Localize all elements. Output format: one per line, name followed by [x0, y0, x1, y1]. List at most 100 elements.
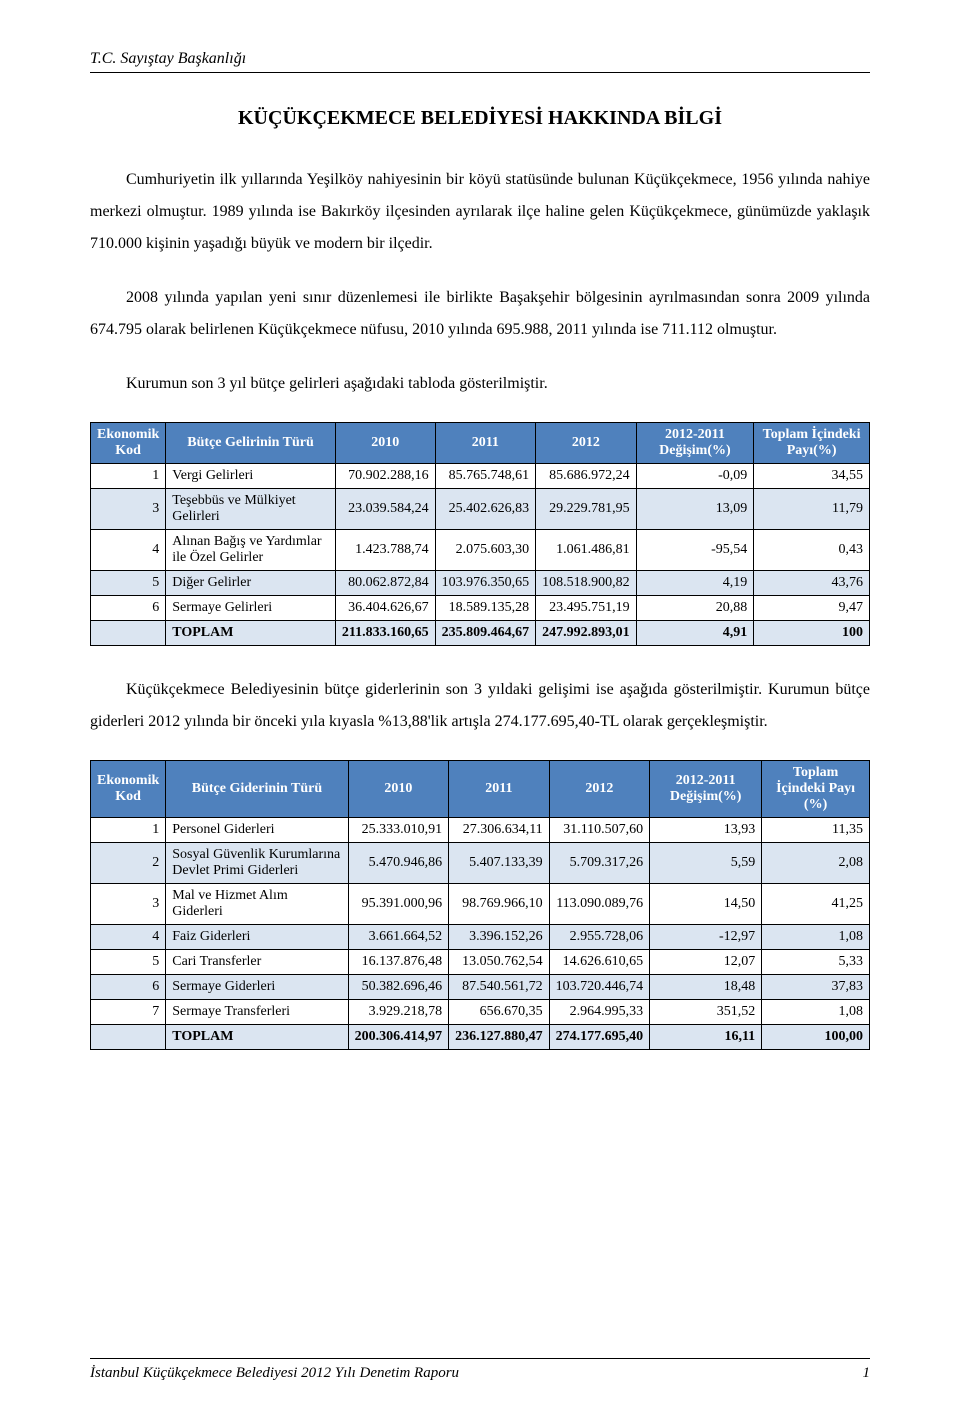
- cell-share: 11,35: [762, 818, 870, 843]
- paragraph-3: Kurumun son 3 yıl bütçe gelirleri aşağıd…: [90, 368, 870, 400]
- cell-label: Sermaye Gelirleri: [166, 596, 336, 621]
- cell-share: 37,83: [762, 975, 870, 1000]
- cell-2011: 103.976.350,65: [435, 571, 536, 596]
- table-total-row: TOPLAM200.306.414,97236.127.880,47274.17…: [91, 1025, 870, 1050]
- cell-2011: 25.402.626,83: [435, 489, 536, 530]
- cell-2011: 2.075.603,30: [435, 530, 536, 571]
- cell-share: 43,76: [754, 571, 870, 596]
- cell-kod: 5: [91, 571, 166, 596]
- cell-label: Personel Giderleri: [166, 818, 348, 843]
- col-2011: 2011: [449, 761, 550, 818]
- cell-2012: 113.090.089,76: [549, 884, 650, 925]
- table-row: 6Sermaye Giderleri50.382.696,4687.540.56…: [91, 975, 870, 1000]
- cell-kod: 3: [91, 489, 166, 530]
- footer-text: İstanbul Küçükçekmece Belediyesi 2012 Yı…: [90, 1365, 459, 1382]
- cell-2012: 2.955.728,06: [549, 925, 650, 950]
- cell-2010: 95.391.000,96: [348, 884, 449, 925]
- cell-change: 351,52: [650, 1000, 762, 1025]
- table-row: 3Teşebbüs ve Mülkiyet Gelirleri23.039.58…: [91, 489, 870, 530]
- cell-2010: 80.062.872,84: [335, 571, 435, 596]
- cell-share: 100: [754, 621, 870, 646]
- cell-2010: 1.423.788,74: [335, 530, 435, 571]
- cell-kod: 3: [91, 884, 166, 925]
- cell-label: Cari Transferler: [166, 950, 348, 975]
- cell-2012: 103.720.446,74: [549, 975, 650, 1000]
- cell-kod: 1: [91, 818, 166, 843]
- revenue-table: Ekonomik Kod Bütçe Gelirinin Türü 2010 2…: [90, 422, 870, 646]
- cell-2010: 70.902.288,16: [335, 464, 435, 489]
- cell-2011: 98.769.966,10: [449, 884, 550, 925]
- table-row: 5Diğer Gelirler80.062.872,84103.976.350,…: [91, 571, 870, 596]
- table-row: 1Vergi Gelirleri70.902.288,1685.765.748,…: [91, 464, 870, 489]
- cell-share: 11,79: [754, 489, 870, 530]
- cell-share: 1,08: [762, 925, 870, 950]
- cell-share: 0,43: [754, 530, 870, 571]
- cell-2012: 31.110.507,60: [549, 818, 650, 843]
- cell-kod: [91, 1025, 166, 1050]
- cell-label: Teşebbüs ve Mülkiyet Gelirleri: [166, 489, 336, 530]
- cell-change: 4,19: [636, 571, 754, 596]
- cell-share: 5,33: [762, 950, 870, 975]
- cell-change: 13,09: [636, 489, 754, 530]
- cell-2010: 3.929.218,78: [348, 1000, 449, 1025]
- cell-kod: 1: [91, 464, 166, 489]
- cell-2012: 2.964.995,33: [549, 1000, 650, 1025]
- table-row: 1Personel Giderleri25.333.010,9127.306.6…: [91, 818, 870, 843]
- cell-label: Sermaye Giderleri: [166, 975, 348, 1000]
- cell-kod: 4: [91, 925, 166, 950]
- cell-2010: 16.137.876,48: [348, 950, 449, 975]
- cell-2010: 3.661.664,52: [348, 925, 449, 950]
- cell-2012: 108.518.900,82: [536, 571, 637, 596]
- cell-label: Sosyal Güvenlik Kurumlarına Devlet Primi…: [166, 843, 348, 884]
- col-2011: 2011: [435, 423, 536, 464]
- col-kod: Ekonomik Kod: [91, 761, 166, 818]
- cell-share: 41,25: [762, 884, 870, 925]
- cell-2010: 50.382.696,46: [348, 975, 449, 1000]
- revenue-table-body: 1Vergi Gelirleri70.902.288,1685.765.748,…: [91, 464, 870, 646]
- cell-kod: 6: [91, 596, 166, 621]
- col-type: Bütçe Gelirinin Türü: [166, 423, 336, 464]
- cell-share: 1,08: [762, 1000, 870, 1025]
- cell-label: Sermaye Transferleri: [166, 1000, 348, 1025]
- cell-2010: 5.470.946,86: [348, 843, 449, 884]
- paragraph-4: Küçükçekmece Belediyesinin bütçe giderle…: [90, 674, 870, 738]
- col-2012: 2012: [549, 761, 650, 818]
- cell-change: 18,48: [650, 975, 762, 1000]
- cell-label: Vergi Gelirleri: [166, 464, 336, 489]
- cell-2012: 23.495.751,19: [536, 596, 637, 621]
- col-change: 2012-2011 Değişim(%): [636, 423, 754, 464]
- page-number: 1: [863, 1365, 871, 1382]
- paragraph-2: 2008 yılında yapılan yeni sınır düzenlem…: [90, 282, 870, 346]
- cell-2010: 200.306.414,97: [348, 1025, 449, 1050]
- cell-2012: 274.177.695,40: [549, 1025, 650, 1050]
- cell-change: 13,93: [650, 818, 762, 843]
- cell-change: 5,59: [650, 843, 762, 884]
- col-kod: Ekonomik Kod: [91, 423, 166, 464]
- table-row: 7Sermaye Transferleri3.929.218,78656.670…: [91, 1000, 870, 1025]
- cell-2011: 27.306.634,11: [449, 818, 550, 843]
- col-change: 2012-2011 Değişim(%): [650, 761, 762, 818]
- cell-kod: [91, 621, 166, 646]
- cell-2011: 18.589.135,28: [435, 596, 536, 621]
- table-header-row: Ekonomik Kod Bütçe Giderinin Türü 2010 2…: [91, 761, 870, 818]
- cell-total-label: TOPLAM: [166, 1025, 348, 1050]
- cell-label: Mal ve Hizmet Alım Giderleri: [166, 884, 348, 925]
- page: T.C. Sayıştay Başkanlığı KÜÇÜKÇEKMECE BE…: [0, 0, 960, 1418]
- cell-change: 12,07: [650, 950, 762, 975]
- cell-change: 4,91: [636, 621, 754, 646]
- cell-2012: 29.229.781,95: [536, 489, 637, 530]
- expense-table-body: 1Personel Giderleri25.333.010,9127.306.6…: [91, 818, 870, 1050]
- col-share: Toplam İçindeki Payı (%): [762, 761, 870, 818]
- page-footer: İstanbul Küçükçekmece Belediyesi 2012 Yı…: [90, 1358, 870, 1382]
- cell-kod: 6: [91, 975, 166, 1000]
- table-row: 4Faiz Giderleri3.661.664,523.396.152,262…: [91, 925, 870, 950]
- paragraph-1: Cumhuriyetin ilk yıllarında Yeşilköy nah…: [90, 164, 870, 260]
- cell-2012: 5.709.317,26: [549, 843, 650, 884]
- cell-label: Diğer Gelirler: [166, 571, 336, 596]
- cell-share: 100,00: [762, 1025, 870, 1050]
- cell-2011: 13.050.762,54: [449, 950, 550, 975]
- running-header: T.C. Sayıştay Başkanlığı: [90, 50, 870, 68]
- document-title: KÜÇÜKÇEKMECE BELEDİYESİ HAKKINDA BİLGİ: [90, 107, 870, 130]
- cell-label: Faiz Giderleri: [166, 925, 348, 950]
- cell-kod: 7: [91, 1000, 166, 1025]
